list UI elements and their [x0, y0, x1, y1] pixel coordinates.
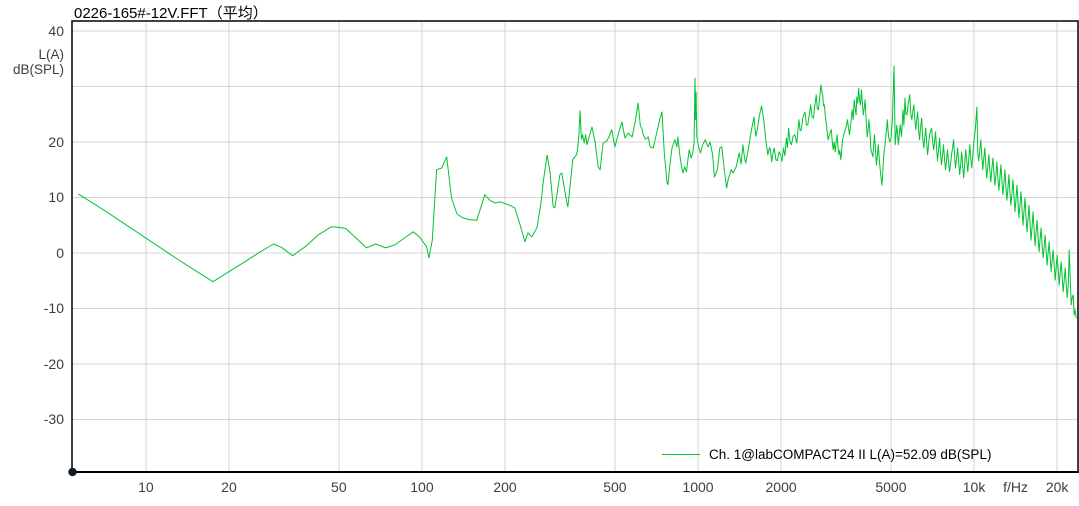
x-tick-label: 200 — [493, 479, 517, 495]
spectrum-curve — [78, 65, 1077, 319]
legend-line-sample — [662, 454, 700, 455]
origin-dot-marker — [68, 467, 77, 477]
y-tick-label: -10 — [43, 300, 64, 317]
x-tick-label: 50 — [331, 479, 347, 495]
x-axis-unit-label: f/Hz — [1003, 479, 1029, 495]
x-tick-label: 500 — [603, 479, 627, 495]
x-tick-label: 10k — [962, 479, 986, 495]
legend: Ch. 1@labCOMPACT24 II L(A)=52.09 dB(SPL) — [662, 447, 991, 462]
legend-label: Ch. 1@labCOMPACT24 II L(A)=52.09 dB(SPL) — [709, 447, 992, 462]
y-axis-label-line2: dB(SPL) — [12, 62, 64, 77]
y-tick-label: 20 — [48, 133, 64, 150]
x-tick-label: 2000 — [765, 479, 797, 495]
y-tick-label: 0 — [56, 244, 64, 261]
chart-title: 0226-165#-12V.FFT（平均） — [74, 5, 268, 22]
y-tick-label: 10 — [48, 189, 64, 206]
x-tick-label: 20k — [1045, 479, 1069, 495]
y-axis-label-line1: L(A) — [38, 47, 64, 62]
y-tick-label: -20 — [43, 355, 64, 372]
x-tick-label: 100 — [410, 479, 434, 495]
plot-border — [71, 20, 1079, 473]
x-tick-label: 5000 — [875, 479, 907, 495]
y-tick-label: -30 — [43, 411, 64, 428]
x-tick-label: 20 — [221, 479, 237, 495]
x-tick-label: 1000 — [682, 479, 714, 495]
x-tick-label: 10 — [138, 479, 154, 495]
y-tick-label: 40 — [48, 22, 64, 39]
y-axis-label: L(A) dB(SPL) — [0, 47, 64, 77]
